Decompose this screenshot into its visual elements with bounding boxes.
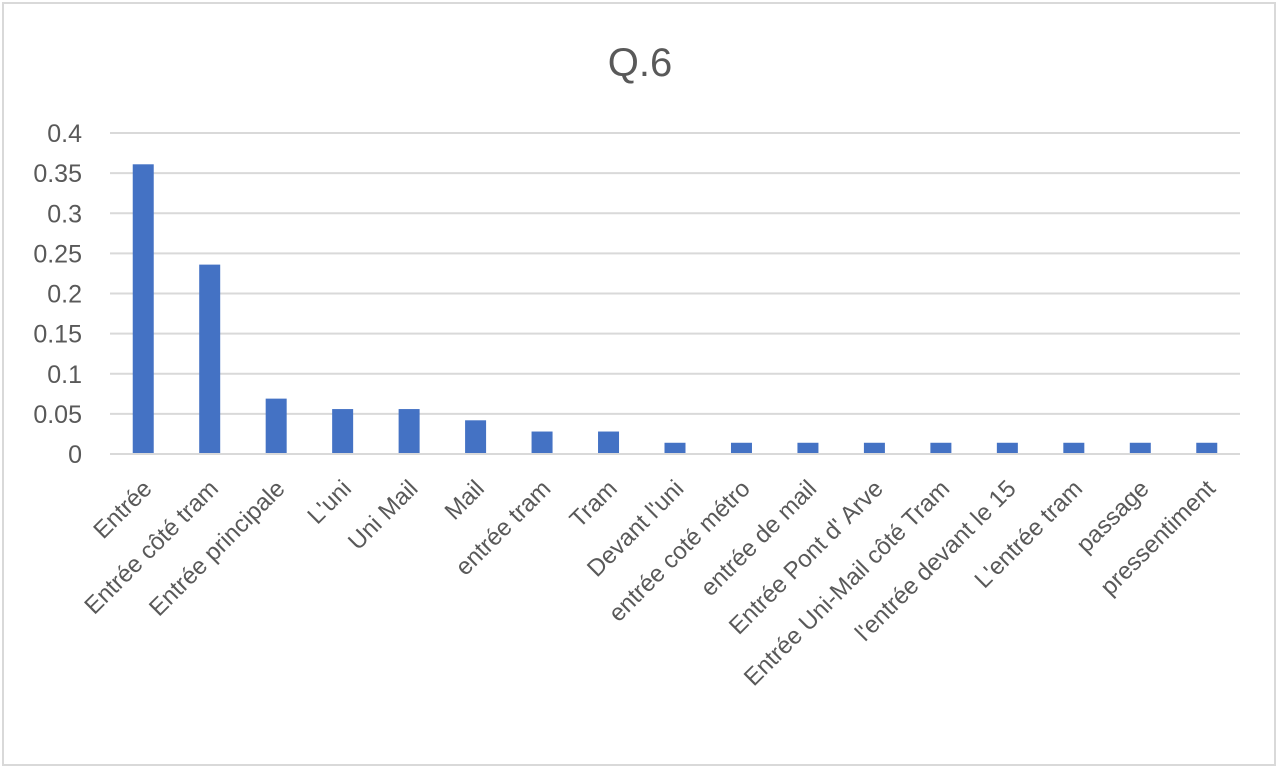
bar bbox=[465, 420, 487, 454]
bar bbox=[730, 442, 752, 454]
bar bbox=[930, 442, 952, 454]
bar bbox=[863, 442, 885, 454]
bar bbox=[531, 431, 553, 454]
bar bbox=[199, 264, 221, 454]
bars bbox=[132, 164, 1218, 455]
bar bbox=[664, 442, 686, 454]
bar bbox=[265, 398, 287, 454]
x-tick-label: Tram bbox=[565, 475, 623, 533]
x-tick-label: Uni Mail bbox=[343, 475, 423, 555]
bar bbox=[332, 409, 354, 454]
bar bbox=[1063, 442, 1085, 454]
bar bbox=[132, 164, 154, 455]
y-tick-label: 0.35 bbox=[33, 160, 82, 188]
bar bbox=[797, 442, 819, 454]
y-tick-label: 0.1 bbox=[47, 361, 82, 389]
x-tick-label: entrée de mail bbox=[696, 475, 823, 602]
bar bbox=[1129, 442, 1151, 454]
grid bbox=[110, 132, 1240, 415]
y-tick-label: 0.2 bbox=[47, 281, 82, 309]
bar bbox=[996, 442, 1018, 454]
bar bbox=[398, 409, 420, 454]
x-tick-label: L'uni bbox=[302, 475, 356, 529]
y-tick-label: 0.05 bbox=[33, 401, 82, 429]
y-tick-label: 0.15 bbox=[33, 321, 82, 349]
y-tick-label: 0.25 bbox=[33, 240, 82, 268]
x-tick-label: pressentiment bbox=[1095, 475, 1221, 601]
x-tick-label: Mail bbox=[440, 475, 490, 525]
y-tick-label: 0.3 bbox=[47, 200, 82, 228]
y-tick-label: 0 bbox=[68, 441, 82, 469]
bar bbox=[598, 431, 620, 454]
bar bbox=[1196, 442, 1218, 454]
chart-title: Q.6 bbox=[608, 41, 672, 85]
y-axis-ticks: 0 0.05 0.1 0.15 0.2 0.25 0.3 0.35 0.4 bbox=[33, 120, 82, 469]
y-tick-label: 0.4 bbox=[47, 120, 82, 148]
